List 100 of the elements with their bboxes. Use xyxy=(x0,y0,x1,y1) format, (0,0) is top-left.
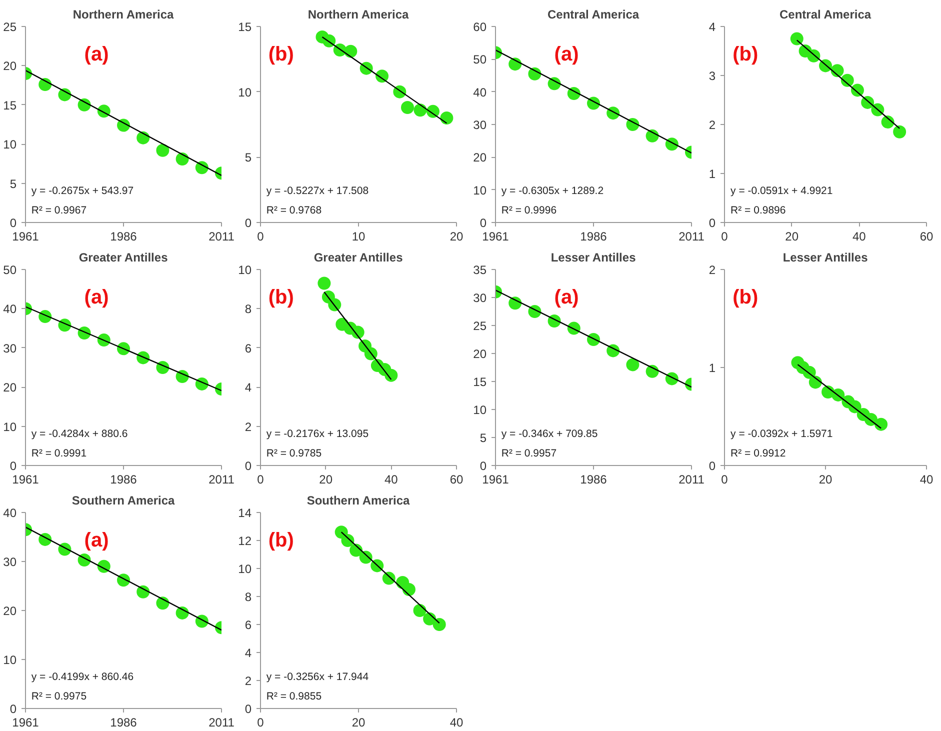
annotation: R² = 0.9991 xyxy=(31,448,87,460)
annotation: R² = 0.9896 xyxy=(730,204,786,217)
chart-title: Northern America xyxy=(72,8,174,22)
y-tick-label: 35 xyxy=(473,263,487,277)
x-tick-label: 2011 xyxy=(208,230,235,244)
y-tick-label: 5 xyxy=(244,150,252,165)
y-tick-label: 3 xyxy=(708,69,716,83)
y-tick-label: 15 xyxy=(238,20,252,34)
y-tick-label: 6 xyxy=(244,341,252,356)
y-tick-label: 0 xyxy=(244,216,252,230)
annotation: y = -0.346x + 709.85 xyxy=(501,428,598,440)
x-tick-label: 1961 xyxy=(482,472,510,486)
y-tick-label: 0 xyxy=(10,459,17,473)
y-tick-label: 10 xyxy=(3,653,17,667)
annotation: R² = 0.9996 xyxy=(501,204,557,217)
y-tick-label: 10 xyxy=(238,85,252,100)
y-tick-label: 10 xyxy=(473,183,487,198)
y-tick-label: 14 xyxy=(238,506,252,520)
x-tick-label: 20 xyxy=(319,472,333,486)
annotation: y = -0.2675x + 543.97 xyxy=(31,185,134,198)
y-tick-label: 10 xyxy=(473,403,487,417)
chart-title: Greater Antilles xyxy=(78,250,168,264)
y-tick-label: 2 xyxy=(244,674,252,688)
annotation: R² = 0.9855 xyxy=(266,690,322,703)
y-tick-label: 30 xyxy=(473,291,487,305)
text: (a) xyxy=(84,530,109,552)
x-tick-label: 2011 xyxy=(208,472,235,486)
x-tick-label: 1986 xyxy=(110,472,138,486)
x-tick-label: 0 xyxy=(721,472,728,486)
y-tick-label: 25 xyxy=(473,319,487,333)
x-tick-label: 40 xyxy=(852,230,866,244)
chart-title: Lesser Antilles xyxy=(550,250,636,264)
x-tick-label: 60 xyxy=(920,230,934,244)
y-tick-label: 4 xyxy=(244,380,252,395)
x-tick-label: 1961 xyxy=(12,716,40,730)
y-tick-label: 2 xyxy=(708,118,716,132)
y-tick-label: 0 xyxy=(480,459,487,473)
y-tick-label: 60 xyxy=(473,20,487,34)
y-tick-label: 1 xyxy=(708,361,716,375)
y-tick-label: 20 xyxy=(473,347,487,361)
chart-title: Greater Antilles xyxy=(314,250,404,264)
x-tick-label: 10 xyxy=(352,230,366,244)
y-tick-label: 4 xyxy=(244,646,252,660)
x-tick-label: 1986 xyxy=(580,230,608,244)
annotation: y = -0.0392x + 1.5971 xyxy=(730,428,833,440)
y-tick-label: 30 xyxy=(3,555,17,569)
text: (a) xyxy=(554,286,579,309)
text: (b) xyxy=(268,44,294,66)
x-tick-label: 1986 xyxy=(580,472,608,486)
y-tick-label: 0 xyxy=(708,459,716,473)
text: (a) xyxy=(84,44,109,66)
x-tick-label: 1986 xyxy=(110,716,138,730)
x-tick-label: 0 xyxy=(257,472,264,486)
x-tick-label: 2011 xyxy=(678,230,705,244)
annotation: R² = 0.9957 xyxy=(501,448,557,460)
annotation: y = -0.4199x + 860.46 xyxy=(31,671,134,684)
x-tick-label: 20 xyxy=(785,230,799,244)
y-tick-label: 40 xyxy=(3,506,17,520)
text: (a) xyxy=(84,286,109,309)
chart-title: Northern America xyxy=(308,8,410,22)
y-tick-label: 4 xyxy=(708,20,716,34)
chart-title: Central America xyxy=(547,8,640,22)
x-tick-label: 1961 xyxy=(12,472,40,486)
y-tick-label: 12 xyxy=(238,534,252,548)
x-tick-label: 40 xyxy=(920,472,934,486)
annotation: y = -0.0591x + 4.9921 xyxy=(730,185,833,198)
annotation: y = -0.3256x + 17.944 xyxy=(266,671,369,684)
y-tick-label: 6 xyxy=(244,618,252,632)
y-tick-label: 0 xyxy=(708,216,716,230)
y-tick-label: 2 xyxy=(244,420,252,434)
annotation: y = -0.2176x + 13.095 xyxy=(266,428,369,440)
y-tick-label: 50 xyxy=(3,263,17,277)
text: (b) xyxy=(732,286,758,309)
text: (b) xyxy=(268,286,294,309)
annotation: y = -0.4284x + 880.6 xyxy=(31,428,128,440)
text: (a) xyxy=(554,44,579,66)
y-tick-label: 15 xyxy=(3,98,17,112)
annotation: y = -0.5227x + 17.508 xyxy=(266,185,369,198)
x-tick-label: 40 xyxy=(450,716,464,730)
x-tick-label: 40 xyxy=(384,472,398,486)
annotation: R² = 0.9768 xyxy=(266,204,322,217)
annotation: R² = 0.9785 xyxy=(266,448,322,460)
annotation: R² = 0.9967 xyxy=(31,204,87,217)
y-tick-label: 20 xyxy=(3,604,17,618)
y-tick-label: 40 xyxy=(3,302,17,316)
x-tick-label: 2011 xyxy=(678,472,705,486)
annotation: R² = 0.9975 xyxy=(31,690,87,703)
y-tick-label: 30 xyxy=(473,118,487,132)
y-tick-label: 20 xyxy=(473,150,487,165)
y-tick-label: 15 xyxy=(473,375,487,389)
chart-title: Lesser Antilles xyxy=(782,250,868,264)
chart-title: Southern America xyxy=(72,494,176,508)
y-tick-label: 10 xyxy=(238,562,252,576)
y-tick-label: 2 xyxy=(708,263,716,277)
x-tick-label: 20 xyxy=(352,716,366,730)
x-tick-label: 1986 xyxy=(110,230,138,244)
y-tick-label: 1 xyxy=(708,167,716,181)
y-tick-label: 0 xyxy=(10,216,17,230)
x-tick-label: 2011 xyxy=(208,716,235,730)
y-tick-label: 10 xyxy=(3,138,17,152)
